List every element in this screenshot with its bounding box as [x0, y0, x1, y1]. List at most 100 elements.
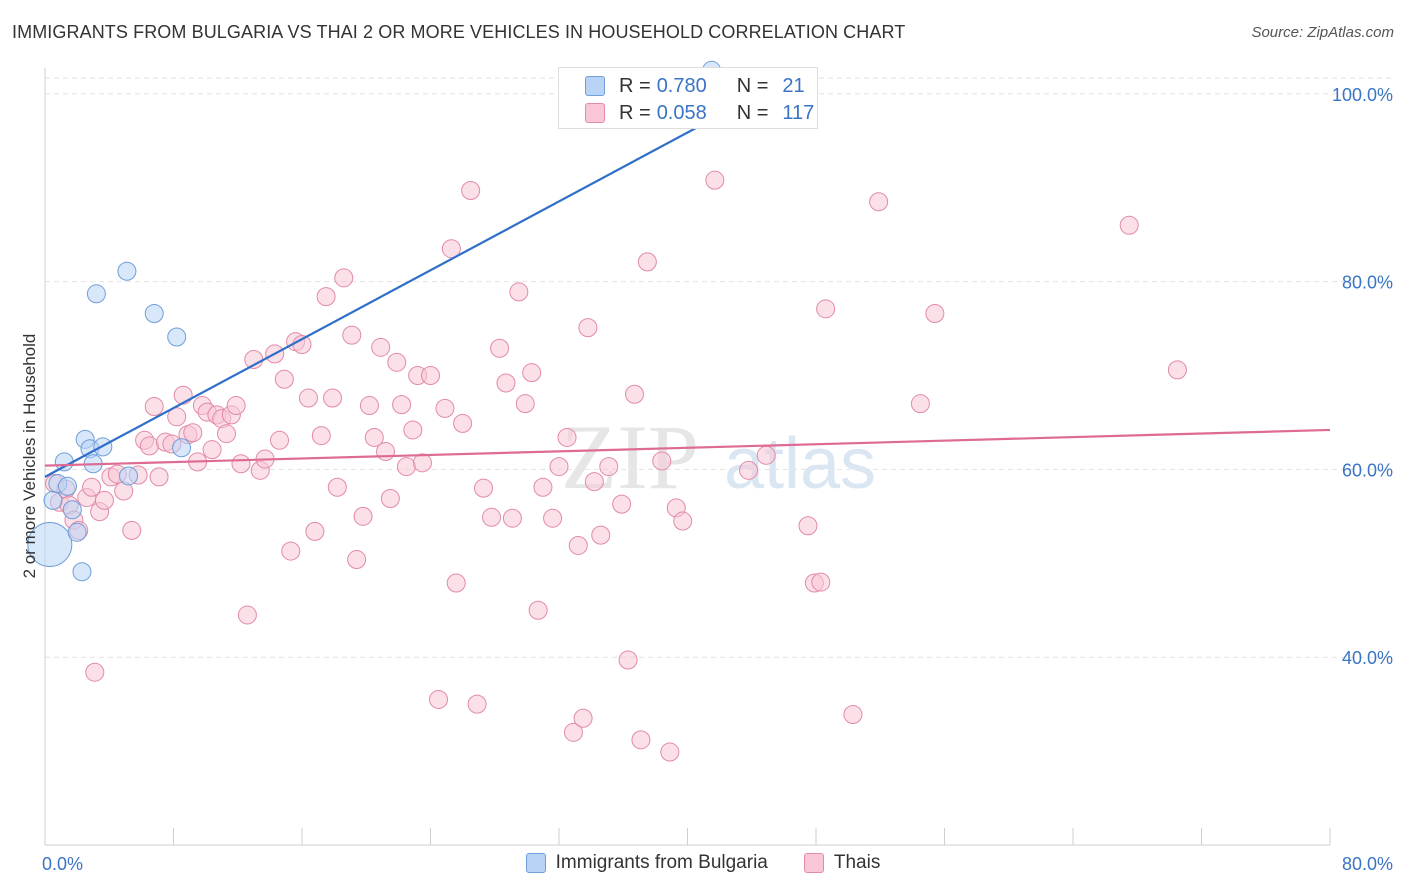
bulgaria-point — [167, 327, 187, 347]
y-tick-label: 60.0% — [1342, 460, 1393, 480]
thai-point — [843, 704, 863, 724]
thai-point — [403, 420, 423, 440]
thai-point — [533, 477, 553, 497]
thai-point — [673, 511, 693, 531]
thai-point — [543, 508, 563, 528]
thai-point — [183, 423, 203, 443]
bulgaria-point — [57, 476, 77, 496]
bulgaria-point — [67, 522, 87, 542]
thai-point — [624, 384, 644, 404]
legend-item-bulgaria: Immigrants from Bulgaria — [525, 852, 768, 874]
thai-point — [549, 457, 569, 477]
thai-point — [122, 520, 142, 540]
r-value: 0.058 — [656, 101, 707, 124]
thai-point — [380, 489, 400, 508]
bulgaria-point — [86, 284, 106, 304]
bulgaria-point — [117, 261, 137, 281]
thai-point — [298, 388, 318, 408]
bulgaria-point — [43, 490, 63, 510]
legend-swatch-thais — [803, 853, 824, 873]
thai-point — [327, 477, 347, 497]
r-label: R = — [619, 101, 651, 124]
thai-point — [798, 516, 818, 536]
r-label: R = — [619, 74, 651, 97]
bulgaria-trend-line — [44, 92, 761, 478]
legend-label-bulgaria: Immigrants from Bulgaria — [555, 852, 768, 873]
thai-point — [631, 730, 651, 750]
thai-point — [82, 477, 102, 497]
thai-point — [528, 600, 548, 620]
thai-point — [270, 430, 290, 450]
thai-point — [274, 369, 294, 389]
thai-point — [144, 396, 164, 416]
bulgaria-point — [144, 304, 164, 324]
thai-point — [811, 572, 831, 592]
n-value: 21 — [782, 74, 805, 97]
thai-point — [557, 427, 577, 447]
thai-point — [660, 742, 680, 762]
thai-point — [869, 192, 889, 212]
series-legend: Immigrants from Bulgaria Thais — [0, 852, 1406, 874]
bulgaria-point — [54, 452, 74, 472]
thai-point — [364, 427, 384, 447]
thai-point — [396, 457, 416, 477]
thai-point — [281, 541, 301, 561]
thai-point — [217, 424, 237, 444]
thai-point — [353, 506, 373, 526]
thai-point — [446, 573, 466, 593]
thai-point — [311, 426, 331, 446]
thai-point — [1167, 360, 1187, 380]
thai-point — [599, 457, 619, 477]
bulgaria-point — [27, 522, 73, 568]
thai-point — [490, 338, 510, 358]
thai-point — [226, 396, 246, 416]
thai-point — [237, 605, 257, 625]
thai-point — [573, 708, 593, 728]
thai-point — [591, 525, 611, 545]
n-label: N = — [736, 74, 769, 97]
bulgaria-point — [119, 466, 139, 486]
source-credit: Source: ZipAtlas.com — [1251, 24, 1394, 41]
thais-points — [45, 170, 1187, 762]
bulgaria-point — [172, 438, 192, 458]
thai-point — [502, 508, 522, 528]
thai-point — [522, 363, 542, 383]
thai-point — [359, 396, 379, 416]
thai-point — [429, 689, 449, 709]
thai-point — [739, 460, 759, 480]
y-axis-label: 2 or more Vehicles in Household — [20, 333, 39, 579]
r-value: 0.780 — [656, 74, 707, 97]
legend-swatch-bulgaria — [525, 853, 546, 873]
thai-point — [515, 394, 535, 414]
thai-point — [421, 365, 440, 385]
thai-point — [910, 394, 930, 414]
watermark-zip: ZIP — [561, 406, 699, 508]
thai-point — [496, 373, 516, 393]
axes — [44, 68, 1331, 846]
thai-point — [441, 239, 461, 259]
y-tick-label: 40.0% — [1342, 648, 1393, 668]
thai-point — [1119, 215, 1139, 235]
thai-point — [925, 304, 945, 324]
thai-point — [167, 407, 187, 427]
chart-title: IMMIGRANTS FROM BULGARIA VS THAI 2 OR MO… — [12, 22, 906, 42]
thai-point — [637, 252, 657, 272]
thai-point — [316, 287, 336, 307]
bulgaria-point — [72, 562, 92, 582]
thai-point — [705, 170, 725, 190]
thai-point — [347, 550, 367, 570]
thai-point — [453, 413, 473, 433]
x-tick-label-min: 0.0% — [42, 854, 83, 874]
bulgaria-swatch — [585, 76, 605, 96]
thai-point — [756, 445, 776, 465]
y-tick-label: 100.0% — [1332, 85, 1393, 105]
thai-point — [578, 318, 598, 338]
thai-point — [173, 385, 193, 405]
thai-point — [392, 395, 412, 415]
stats-row-thais: R = 0.058 N = 117 — [585, 100, 814, 126]
tick-labels: 40.0% 60.0% 80.0% 100.0% 0.0% 80.0% — [42, 85, 1393, 874]
thai-point — [371, 337, 391, 357]
thai-point — [509, 282, 529, 302]
thai-point — [412, 453, 432, 473]
